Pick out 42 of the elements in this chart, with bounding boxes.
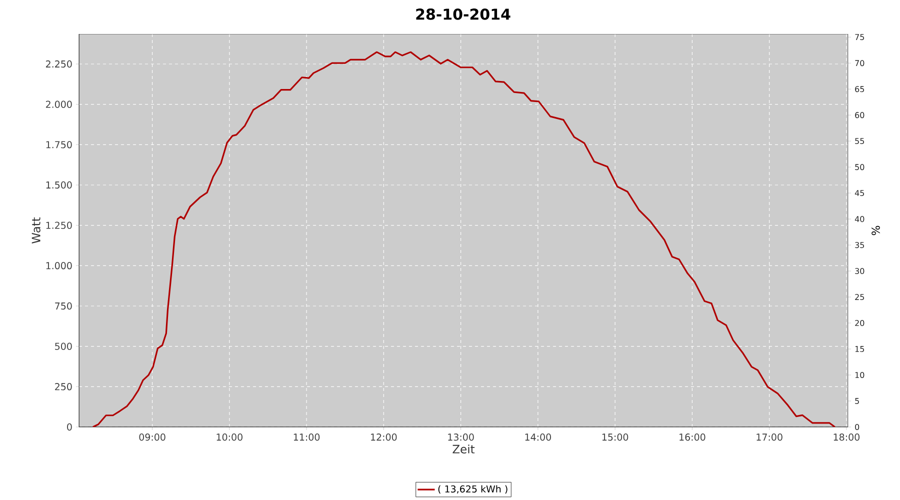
x-tick-label: 15:00 <box>602 434 628 441</box>
x-tick-label: 10:00 <box>216 434 242 441</box>
x-tick-label: 11:00 <box>294 434 320 441</box>
y2-axis-title: % <box>872 226 880 236</box>
y2-tick-label: 60 <box>855 112 864 118</box>
x-tick-label: 13:00 <box>448 434 474 441</box>
x-tick-label: 18:00 <box>834 434 860 441</box>
y-tick-label: 1.250 <box>46 222 72 229</box>
y2-tick-label: 25 <box>855 294 864 300</box>
y-tick-label: 1.000 <box>46 262 72 270</box>
legend-label: ( 13,625 kWh ) <box>438 485 508 494</box>
y2-tick-label: 65 <box>855 86 864 92</box>
y2-tick-label: 45 <box>854 190 864 196</box>
y-tick-label: 750 <box>55 302 72 310</box>
y2-tick-label: 70 <box>855 60 864 66</box>
y-tick-label: 2.250 <box>46 60 72 68</box>
x-tick-label: 16:00 <box>680 434 706 441</box>
y-axis-title: Watt <box>32 217 40 244</box>
y2-tick-label: 50 <box>855 164 864 170</box>
y2-tick-label: 10 <box>855 372 864 378</box>
x-tick-label: 12:00 <box>371 434 397 441</box>
y2-tick-label: 75 <box>855 34 864 40</box>
y2-tick-label: 30 <box>855 268 864 274</box>
y2-tick-label: 35 <box>855 242 864 248</box>
y-tick-label: 1.500 <box>46 181 72 189</box>
y2-tick-label: 0 <box>855 424 860 430</box>
y2-tick-label: 15 <box>855 346 864 352</box>
line-series <box>92 51 836 427</box>
y-tick-label: 2.000 <box>46 100 72 108</box>
x-tick-label: 17:00 <box>756 434 782 441</box>
y-tick-label: 500 <box>55 342 72 350</box>
y-tick-label: 0 <box>67 423 72 431</box>
y2-tick-label: 40 <box>854 216 864 222</box>
x-tick-label: 14:00 <box>525 434 551 441</box>
x-axis-title: Zeit <box>452 444 475 454</box>
x-tick-label: 09:00 <box>139 434 166 441</box>
y2-tick-label: 20 <box>855 320 864 326</box>
y2-tick-label: 5 <box>855 398 859 404</box>
chart-title: 28-10-2014 <box>416 8 510 20</box>
y-tick-label: 1.750 <box>46 141 72 148</box>
y-tick-label: 250 <box>55 383 72 390</box>
y2-tick-label: 55 <box>855 138 864 144</box>
